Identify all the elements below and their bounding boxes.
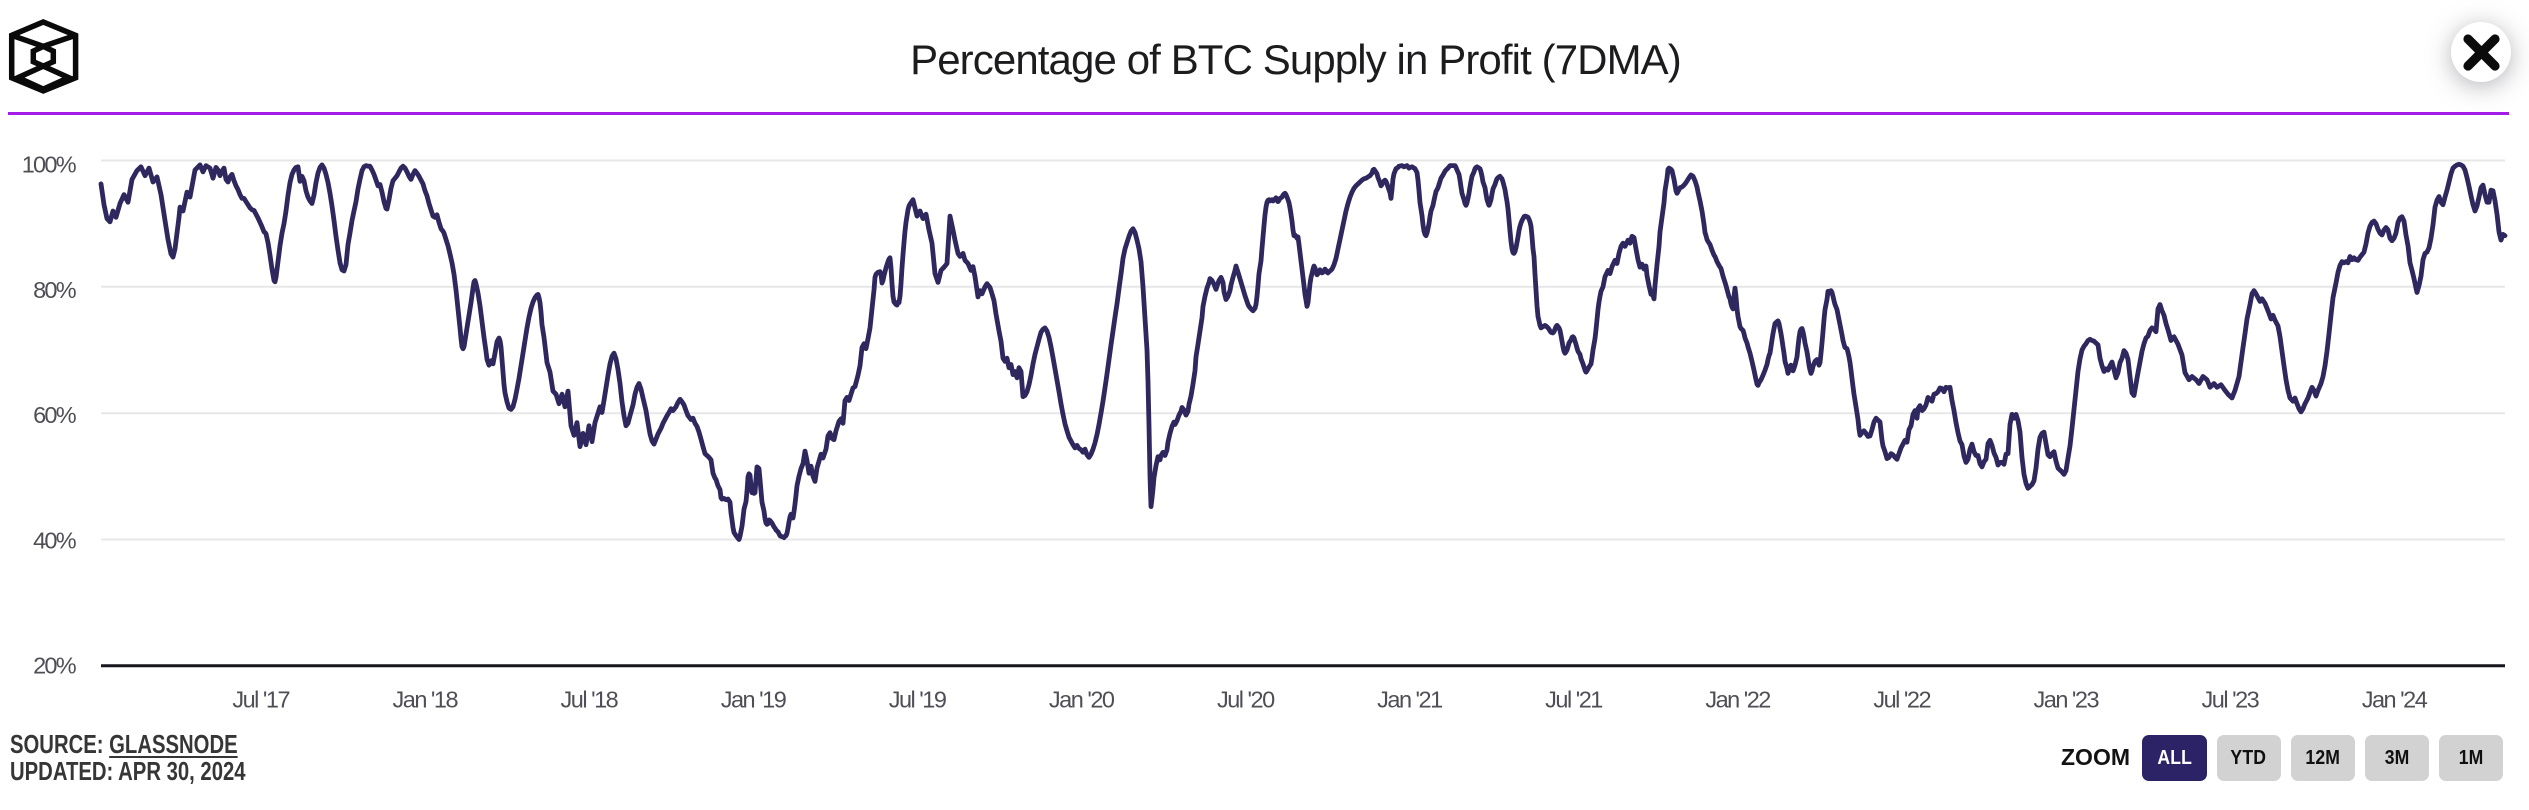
svg-text:Jan '21: Jan '21: [1377, 687, 1442, 713]
svg-text:100%: 100%: [22, 152, 77, 178]
svg-text:Jul '23: Jul '23: [2202, 687, 2260, 713]
svg-text:Jan '19: Jan '19: [721, 687, 786, 713]
svg-text:Jul '20: Jul '20: [1217, 687, 1275, 713]
svg-text:40%: 40%: [33, 527, 77, 553]
svg-text:Jan '23: Jan '23: [2034, 687, 2100, 713]
svg-text:Jan '24: Jan '24: [2362, 687, 2428, 713]
svg-text:Jul '18: Jul '18: [561, 687, 619, 713]
svg-text:Jul '21: Jul '21: [1545, 687, 1602, 713]
svg-text:Jan '18: Jan '18: [393, 687, 459, 713]
svg-text:Jan '22: Jan '22: [1705, 687, 1770, 713]
svg-text:60%: 60%: [33, 402, 77, 428]
svg-text:Jul '17: Jul '17: [232, 687, 289, 713]
svg-text:20%: 20%: [33, 653, 77, 679]
svg-text:Jul '19: Jul '19: [889, 687, 946, 713]
svg-text:Jan '20: Jan '20: [1049, 687, 1115, 713]
svg-text:80%: 80%: [33, 277, 77, 303]
svg-text:Jul '22: Jul '22: [1873, 687, 1930, 713]
